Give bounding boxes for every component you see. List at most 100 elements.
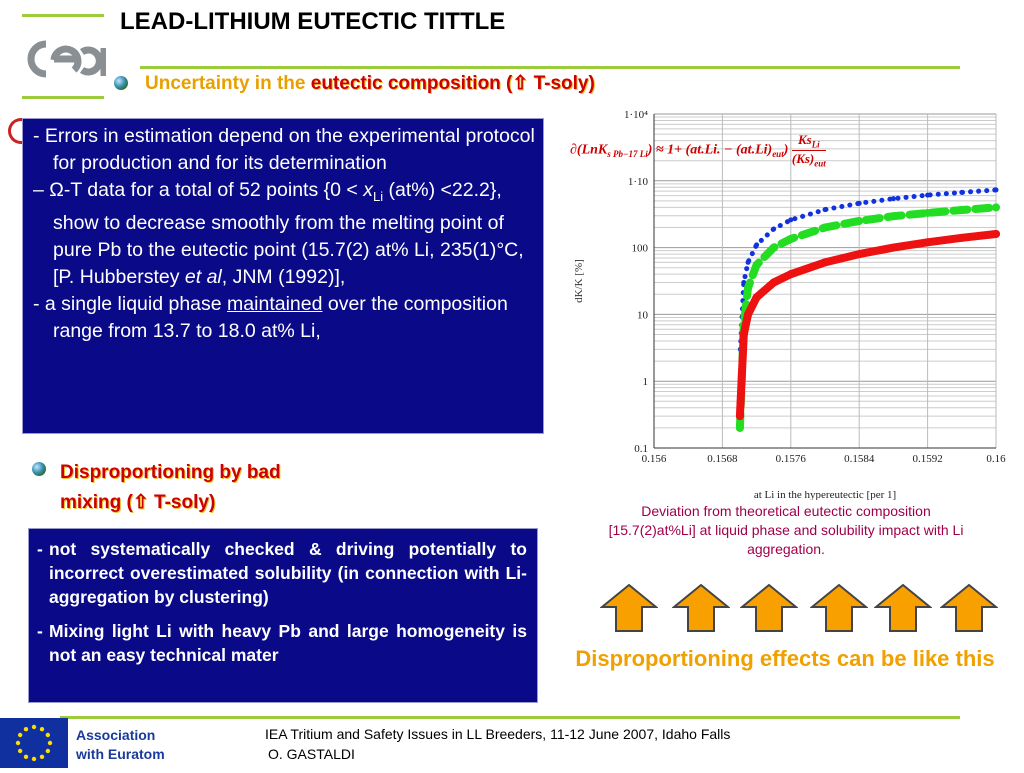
data-point <box>769 243 778 252</box>
star-icon <box>23 726 29 732</box>
y-tick-label: 100 <box>632 243 649 255</box>
data-point <box>745 259 751 265</box>
assoc-line-2: with Euratom <box>76 746 165 762</box>
logo-underline <box>22 96 104 99</box>
disproportioning-line-2: mixing (⇧ T-soly) <box>60 492 216 513</box>
data-point <box>993 187 999 193</box>
star-icon <box>39 726 45 732</box>
subtitle: Uncertainty in the eutectic composition … <box>145 72 595 95</box>
errors-box: - Errors in estimation depend on the exp… <box>22 118 544 434</box>
cea-logo: cea <box>22 30 108 88</box>
data-point <box>788 217 794 223</box>
num-sub: Li <box>811 139 820 150</box>
data-point <box>855 250 864 259</box>
conclusion-text: Disproportioning effects can be like thi… <box>575 646 995 671</box>
formula-numerator: KsLi <box>791 132 826 151</box>
formula-denominator: (Ks)eut <box>792 151 826 169</box>
red-mark-icon <box>8 118 22 144</box>
star-icon <box>39 754 45 760</box>
star-icon <box>17 732 23 738</box>
data-point <box>821 258 829 267</box>
data-point <box>786 270 795 279</box>
data-point <box>741 280 747 286</box>
disproportioning-line-1: Disproportioning by bad <box>60 462 281 483</box>
item2-part-a: – Ω-T data for a total of 52 points {0 < <box>33 179 364 201</box>
star-icon <box>47 740 53 746</box>
data-point <box>957 206 966 215</box>
data-point <box>889 212 898 221</box>
euratom-flag <box>0 718 68 768</box>
formula-mid: ) ≈ 1+ (at.Li. − (at.Li) <box>647 142 773 158</box>
errors-item-2: – Ω-T data for a total of 52 points {0 <… <box>33 177 537 291</box>
up-arrow-icon <box>873 583 933 638</box>
assoc-line-1: Association <box>76 727 156 743</box>
mixing-item-1-text: not systematically checked & driving pot… <box>49 539 527 607</box>
x-tick-label: 0.156 <box>642 453 667 465</box>
solubility-chart: 0.156 0.1568 0.1576 0.1584 0.1592 0.16 0.1 1 10 1… <box>573 109 1006 500</box>
page-title: LEAD-LITHIUM EUTECTIC TITTLE <box>120 8 506 35</box>
y-tick-label: 10 <box>637 309 649 321</box>
data-point <box>735 412 744 421</box>
item2-part-b: (at%) <22.2}, show to decrease smoothly … <box>53 179 524 288</box>
item2-part-c: , JNM (1992)], <box>221 265 346 288</box>
star-icon <box>31 724 37 730</box>
subtitle-prefix: Uncertainty in the <box>145 73 311 94</box>
up-arrow-icon <box>939 583 999 638</box>
num-text: Ks <box>797 132 812 147</box>
formula-sub1: s Pb−17 Li <box>607 149 648 160</box>
data-point <box>754 242 760 248</box>
data-point <box>822 207 828 213</box>
dash: - <box>37 539 43 559</box>
mixing-item-2-text: Mixing light Li with heavy Pb and large … <box>49 621 527 665</box>
formula-end: ) <box>783 142 789 158</box>
y-tick-label: 1·10 <box>628 176 649 188</box>
item3-part-a: - a single liquid phase <box>33 292 228 315</box>
y-tick-label: 1 <box>643 376 649 388</box>
data-point <box>957 233 966 242</box>
formula-sub2: eut <box>772 149 784 160</box>
data-point <box>992 229 1000 238</box>
star-icon <box>45 732 51 738</box>
x-tick-label: 0.16 <box>986 453 1006 465</box>
mixing-item-1: - not systematically checked & driving po… <box>37 537 527 609</box>
star-icon <box>31 756 37 762</box>
data-point <box>992 203 1000 212</box>
x-tick-label: 0.1568 <box>707 453 738 465</box>
den-sub: eut <box>814 158 826 169</box>
den-text: (Ks) <box>791 150 815 166</box>
data-point <box>752 293 761 302</box>
formula-fraction: KsLi (Ks)eut <box>791 132 826 169</box>
data-point <box>890 196 896 202</box>
item2-x: x <box>363 179 373 201</box>
star-icon <box>15 740 21 746</box>
chart-caption: Deviation from theoretical eutectic comp… <box>608 503 964 557</box>
top-left-rule <box>22 14 104 17</box>
data-point <box>786 234 795 243</box>
y-tick-label: 0.1 <box>634 443 648 455</box>
data-point <box>923 208 932 217</box>
footer-author: O. GASTALDI <box>268 746 355 762</box>
x-tick-label: 0.1584 <box>844 453 875 465</box>
data-point <box>923 238 932 247</box>
data-point <box>735 423 744 432</box>
data-point <box>744 310 753 319</box>
star-icon <box>17 748 23 754</box>
mixing-item-2: - Mixing light Li with heavy Pb and large… <box>37 619 527 667</box>
subtitle-bullet-icon <box>114 76 128 90</box>
data-point <box>889 243 898 252</box>
item3-underlined: maintained <box>227 292 323 315</box>
formula-left: ∂(LnK <box>570 142 608 158</box>
data-point <box>739 330 748 339</box>
dash: - <box>37 621 43 641</box>
footer-rule <box>60 716 960 719</box>
mixing-box: - not systematically checked & driving po… <box>28 528 538 703</box>
up-arrow-icon <box>671 583 731 638</box>
star-icon <box>23 754 29 760</box>
item3-part-b: over the composition range from 13.7 to … <box>53 292 508 342</box>
data-point <box>752 260 761 269</box>
footer-event: IEA Tritium and Safety Issues in LL Bree… <box>265 726 731 742</box>
up-arrow-icon <box>739 583 799 638</box>
data-point <box>856 200 862 206</box>
data-point <box>959 189 965 195</box>
data-point <box>771 226 777 232</box>
